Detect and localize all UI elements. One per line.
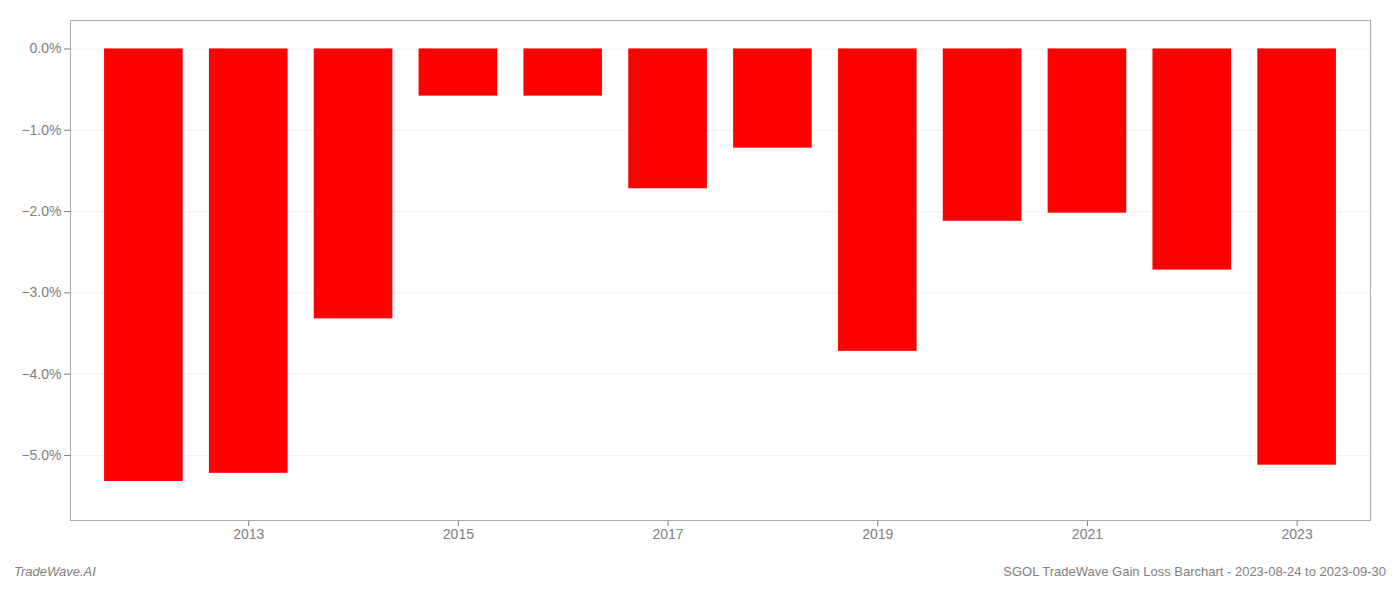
- svg-text:−3.0%: −3.0%: [21, 284, 61, 300]
- svg-text:−2.0%: −2.0%: [21, 203, 61, 219]
- svg-text:−1.0%: −1.0%: [21, 122, 61, 138]
- svg-text:0.0%: 0.0%: [30, 40, 62, 56]
- svg-text:2021: 2021: [1072, 526, 1103, 542]
- html-text:TradeWave.AI: TradeWave.AI: [14, 564, 96, 579]
- svg-text:2017: 2017: [653, 526, 684, 542]
- svg-text:−4.0%: −4.0%: [21, 366, 61, 382]
- svg-text:2019: 2019: [862, 526, 893, 542]
- svg-text:2023: 2023: [1282, 526, 1313, 542]
- svg-text:2013: 2013: [233, 526, 264, 542]
- html-text:SGOL TradeWave Gain Loss Barch: SGOL TradeWave Gain Loss Barchart - 2023…: [1003, 564, 1386, 579]
- svg-text:−5.0%: −5.0%: [21, 447, 61, 463]
- svg-text:2015: 2015: [443, 526, 474, 542]
